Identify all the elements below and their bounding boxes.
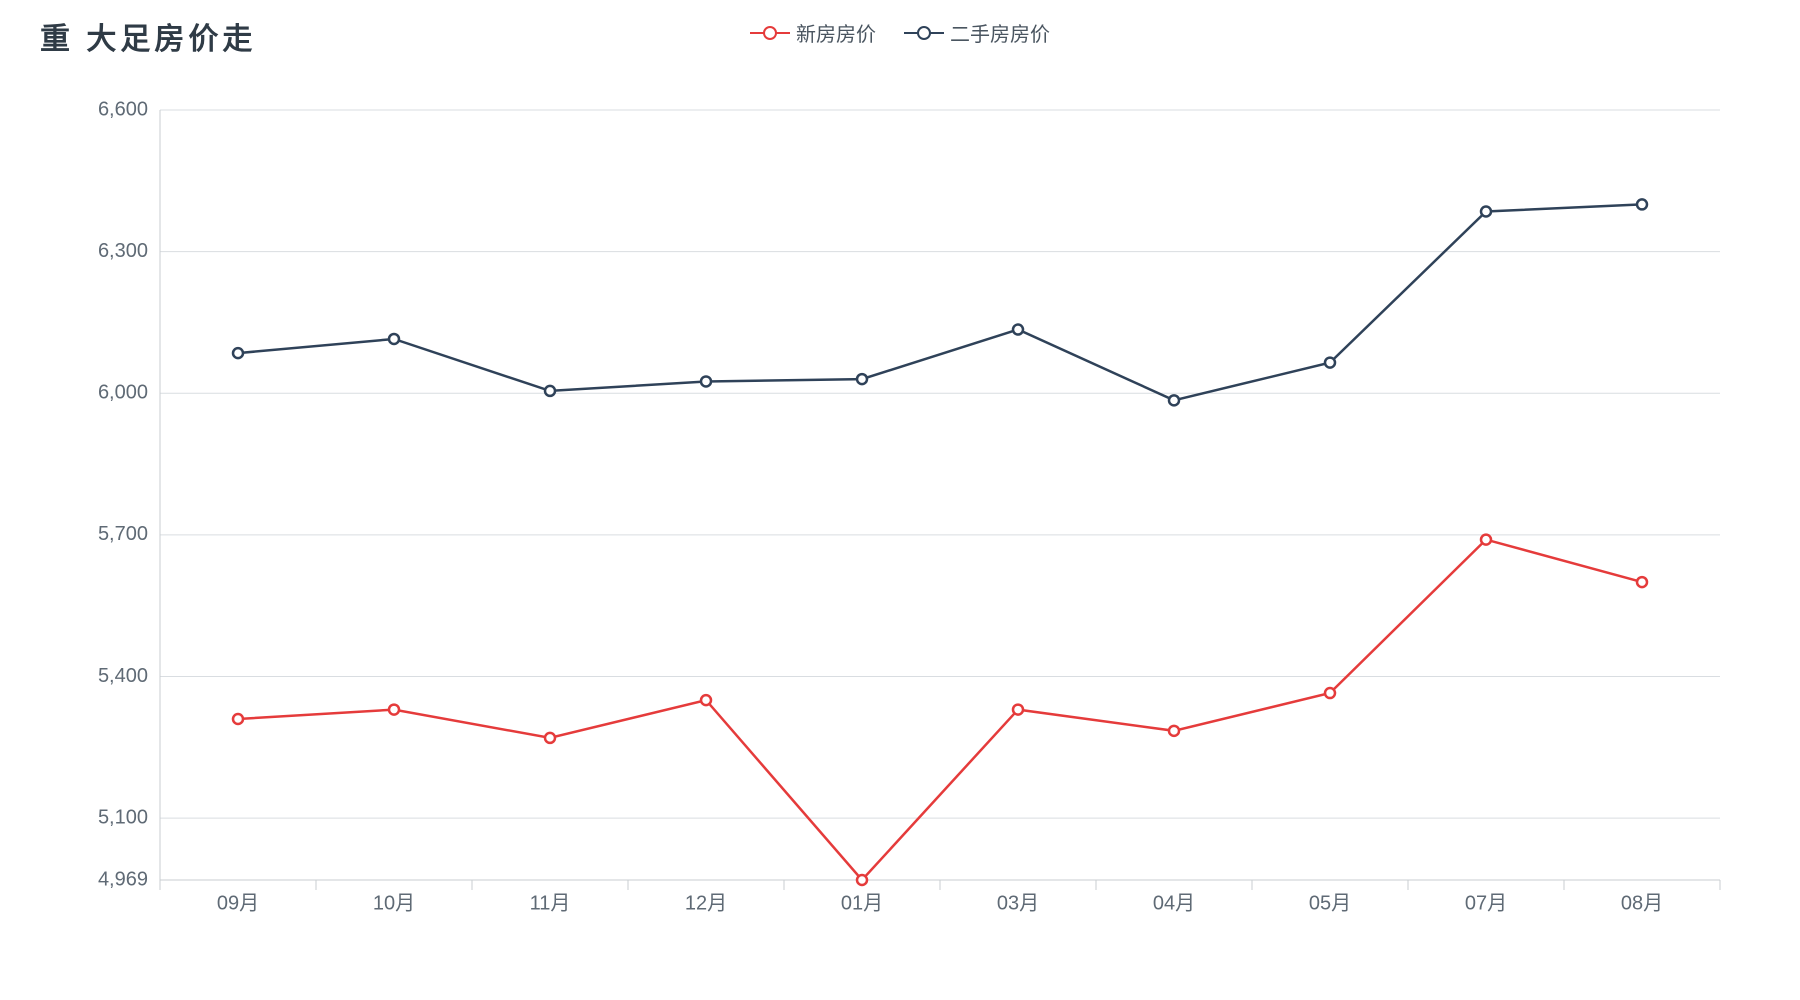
y-axis-label: 5,400 [98,665,148,687]
data-point[interactable] [1013,705,1023,715]
data-point[interactable] [233,714,243,724]
legend-label-series2: 二手房房价 [950,18,1050,47]
y-axis-label: 6,600 [98,98,148,120]
x-axis-label: 07月 [1465,893,1507,915]
x-axis-label: 01月 [841,893,883,915]
y-axis-label: 6,000 [98,382,148,404]
x-axis-label: 10月 [373,893,415,915]
data-point[interactable] [1637,577,1647,587]
legend-swatch-series1-icon [750,26,790,40]
legend: 新房房价 二手房房价 [750,18,1050,47]
y-axis-label: 5,700 [98,523,148,545]
data-point[interactable] [701,695,711,705]
data-point[interactable] [1481,207,1491,217]
data-point[interactable] [233,348,243,358]
data-point[interactable] [1013,325,1023,335]
series-line-2 [238,204,1642,400]
data-point[interactable] [1169,726,1179,736]
data-point[interactable] [1637,199,1647,209]
legend-item-series2[interactable]: 二手房房价 [904,18,1050,47]
chart-title: 重 大足房价走 [40,14,256,58]
chart-svg: 4,969 5,100 5,400 5,700 6,000 6,300 6,600 09月 10… [60,90,1740,940]
data-point[interactable] [857,875,867,885]
legend-swatch-series2-icon [904,26,944,40]
data-point[interactable] [389,705,399,715]
data-point[interactable] [1325,358,1335,368]
legend-label-series1: 新房房价 [796,18,876,47]
x-axis-label: 11月 [530,893,571,915]
data-point[interactable] [1169,395,1179,405]
data-point[interactable] [545,733,555,743]
x-axis-label: 05月 [1309,893,1351,915]
y-axis-label: 5,100 [98,806,148,828]
y-axis-label: 4,969 [98,868,148,890]
chart-plot-area: 4,969 5,100 5,400 5,700 6,000 6,300 6,600 09月 10… [60,90,1740,940]
data-point[interactable] [701,376,711,386]
data-point[interactable] [545,386,555,396]
y-axis-label: 6,300 [98,240,148,262]
x-axis-label: 09月 [217,893,259,915]
x-axis-label: 03月 [997,893,1039,915]
data-point[interactable] [1325,688,1335,698]
legend-item-series1[interactable]: 新房房价 [750,18,876,47]
chart-container: 重 大足房价走 新房房价 二手房房价 4,969 5,100 5,400 5,700 6… [0,0,1800,1000]
series-line-1 [238,540,1642,880]
x-axis-label: 04月 [1153,893,1195,915]
data-point[interactable] [1481,535,1491,545]
data-point[interactable] [389,334,399,344]
data-point[interactable] [857,374,867,384]
x-axis-label: 12月 [685,893,727,915]
x-axis-label: 08月 [1621,893,1663,915]
